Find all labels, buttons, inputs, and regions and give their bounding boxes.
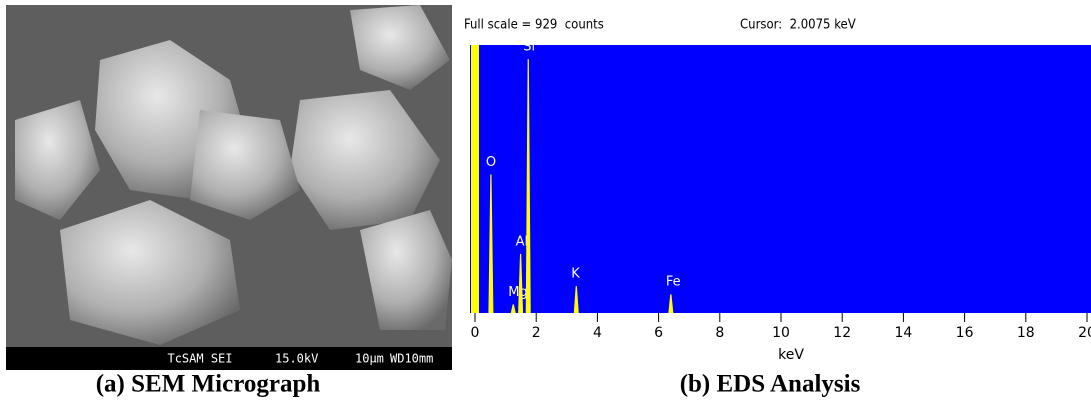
peak-label: Si (523, 40, 535, 55)
sem-image (6, 5, 452, 370)
peak (525, 59, 531, 313)
peak-label: K (571, 267, 580, 282)
peak-label: O (486, 155, 496, 170)
x-tick-label: 4 (593, 325, 602, 341)
plot-area (470, 45, 1091, 313)
sem-label: WD10mm (390, 352, 433, 366)
caption: (b) EDS Analysis (680, 371, 861, 398)
x-tick-label: 16 (956, 325, 974, 341)
peak (573, 286, 579, 313)
peak-label: Al (516, 234, 529, 249)
peak (471, 45, 479, 313)
peak-label: Fe (666, 275, 681, 290)
caption: (a) SEM Micrograph (96, 371, 321, 398)
x-tick-label: 8 (715, 325, 724, 341)
x-tick-label: 20 (1078, 325, 1091, 341)
cursor-readout: Cursor: 2.0075 keV (740, 18, 856, 33)
x-axis-label: keV (778, 347, 804, 363)
x-tick-label: 6 (654, 325, 663, 341)
sem-label: 15.0kV (275, 352, 318, 366)
x-tick-label: 12 (833, 325, 851, 341)
peak (518, 253, 524, 313)
x-tick-label: 0 (471, 325, 480, 341)
x-tick-label: 14 (894, 325, 912, 341)
chart-title: Full scale = 929 counts (464, 18, 604, 33)
peak-label: Mg (508, 285, 527, 300)
peak (510, 304, 516, 313)
eds-panel (458, 5, 1091, 370)
sem-label: TcSAM SEI (167, 352, 232, 366)
x-tick-label: 2 (532, 325, 541, 341)
sem-label: 10μm (355, 352, 384, 366)
peak (488, 174, 494, 313)
x-tick-label: 18 (1017, 325, 1035, 341)
peak (668, 294, 674, 313)
x-tick-label: 10 (772, 325, 790, 341)
